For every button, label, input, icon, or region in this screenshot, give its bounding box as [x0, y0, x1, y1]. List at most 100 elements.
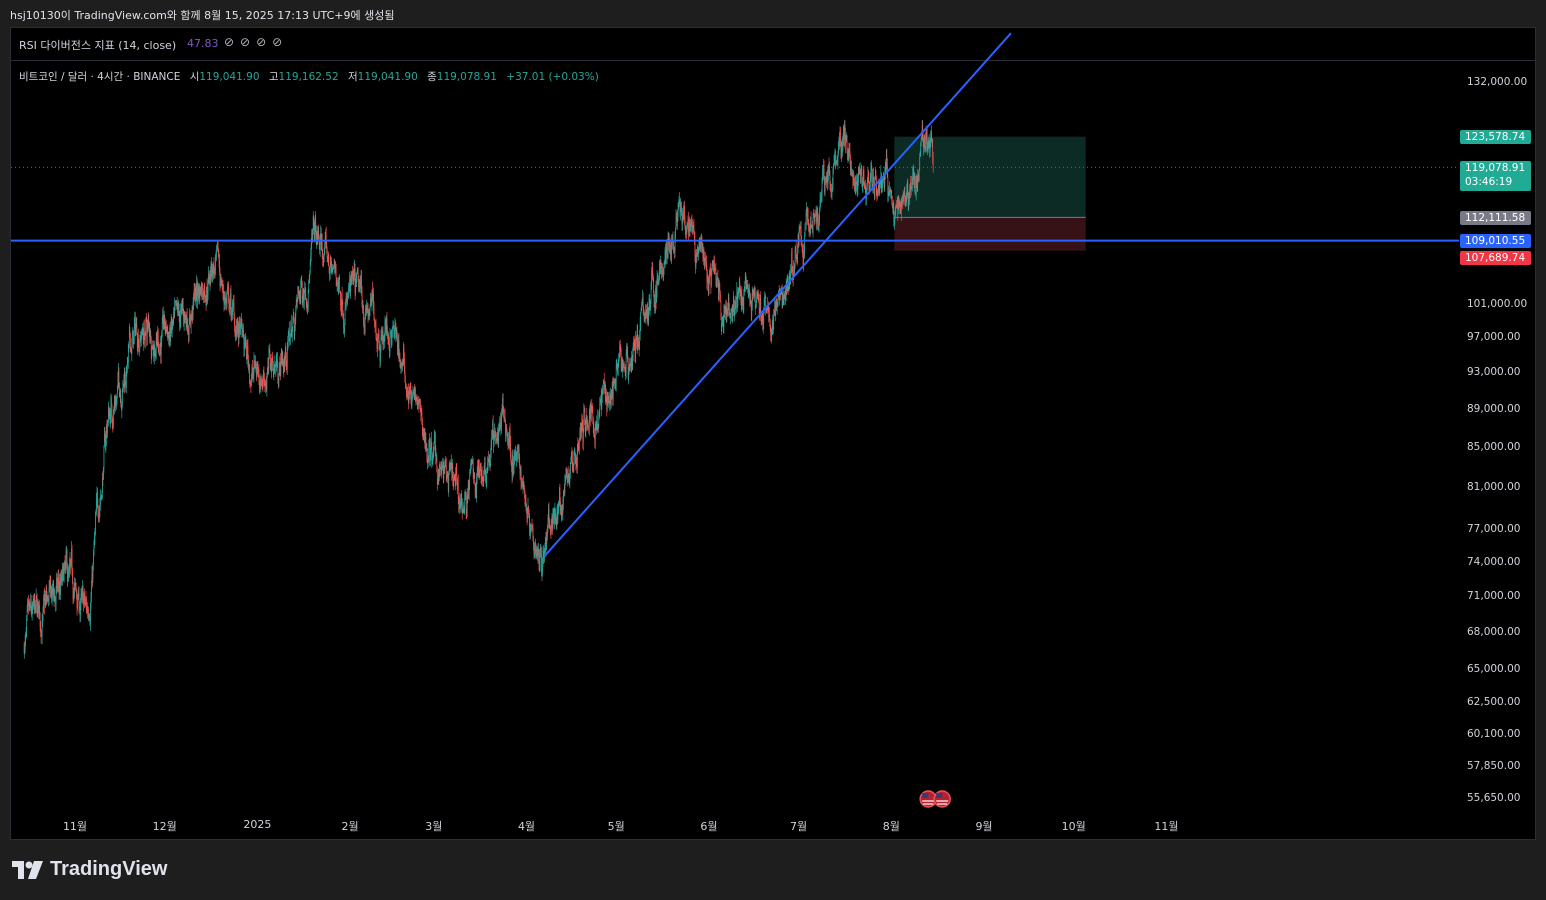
candle-body — [412, 395, 413, 400]
candle-body — [260, 380, 262, 389]
candle-body — [716, 285, 717, 287]
candle-body — [464, 498, 466, 507]
candle-body — [508, 440, 509, 446]
candle-body — [149, 333, 151, 338]
candle-body — [265, 384, 266, 387]
chart-frame[interactable]: RSI 다이버전스 지표 (14, close) 47.83 ⊘⊘⊘⊘ 비트코인… — [10, 27, 1536, 840]
candle-body — [516, 454, 518, 456]
candle-body — [423, 429, 425, 437]
candle-body — [275, 365, 277, 372]
candle-body — [909, 183, 911, 190]
candle-body — [528, 506, 529, 511]
candle-body — [254, 360, 255, 363]
candle-body — [711, 269, 713, 273]
candle-body — [670, 249, 672, 260]
candle-body — [272, 360, 274, 369]
price-chart[interactable] — [11, 28, 1535, 839]
candle-body — [364, 319, 366, 332]
candle-body — [453, 476, 455, 478]
indicator-name[interactable]: RSI 다이버전스 지표 (14, close) — [19, 39, 177, 52]
candle-body — [850, 158, 851, 171]
candle-body — [732, 310, 734, 317]
candle-body — [421, 412, 422, 415]
candle-body — [110, 416, 111, 423]
candle-body — [96, 501, 97, 513]
candle-body — [864, 183, 866, 187]
candle-body — [193, 293, 194, 303]
candle-body — [115, 403, 117, 406]
candle-body — [784, 292, 786, 297]
candle-body — [159, 352, 161, 355]
candle-body — [73, 593, 74, 600]
candle-body — [321, 240, 323, 252]
candle-body — [349, 278, 350, 288]
candle-body — [348, 288, 349, 292]
candle-body — [353, 269, 354, 282]
candle-body — [647, 309, 648, 320]
candle-body — [499, 426, 501, 428]
candle-body — [170, 329, 172, 340]
candle-body — [147, 319, 149, 326]
candle-body — [710, 273, 712, 286]
candle-body — [64, 561, 66, 569]
candle-body — [248, 364, 250, 368]
candle-body — [329, 271, 331, 278]
candle-body — [49, 575, 51, 587]
time-axis[interactable]: 11월 12월 2025 2월 3월 4월 5월 6월 7월 8월 9월 10월 11월 — [11, 818, 1441, 840]
time-axis-label: 10월 — [1061, 820, 1086, 833]
symbol-info[interactable]: 비트코인 / 달러 · 4시간 · BINANCE — [19, 71, 181, 83]
candle-body — [871, 168, 873, 187]
candle-body — [624, 367, 626, 369]
candle-body — [519, 466, 521, 475]
candle-body — [341, 294, 343, 303]
candle-body — [733, 308, 735, 316]
candle-body — [842, 138, 844, 145]
candle-body — [173, 312, 175, 316]
candle-body — [686, 229, 687, 233]
candle-body — [642, 297, 644, 308]
candle-body — [782, 295, 784, 299]
candle-body — [793, 267, 795, 272]
candle-body — [598, 419, 600, 427]
candle-body — [271, 355, 273, 372]
candle-body — [645, 311, 647, 313]
candle-body — [631, 355, 633, 367]
candle-body — [294, 327, 296, 336]
candle-body — [144, 331, 146, 342]
candle-body — [362, 305, 363, 309]
candle-body — [836, 160, 838, 165]
candle-body — [132, 330, 134, 345]
candle-body — [305, 295, 307, 299]
candle-body — [695, 254, 697, 266]
candle-body — [752, 292, 754, 298]
candle-body — [774, 305, 776, 316]
candle-body — [665, 250, 666, 264]
tradingview-logo[interactable]: TradingView — [12, 858, 167, 881]
candle-body — [342, 302, 343, 315]
candle-body — [618, 357, 620, 362]
candle-body — [214, 266, 216, 273]
candle-body — [567, 471, 568, 477]
candle-body — [464, 496, 466, 499]
candle-body — [443, 466, 445, 479]
candle-body — [87, 609, 89, 611]
candle-body — [420, 409, 422, 415]
candle-body — [914, 180, 916, 185]
candle-body — [195, 286, 197, 301]
candle-body — [541, 569, 543, 574]
candle-body — [236, 327, 238, 332]
candle-body — [897, 195, 899, 214]
candle-body — [621, 362, 623, 371]
candle-body — [649, 308, 651, 310]
candle-body — [208, 273, 210, 279]
candle-body — [416, 397, 417, 398]
candle-body — [37, 606, 38, 616]
candle-body — [629, 364, 631, 366]
candle-body — [827, 175, 828, 184]
candle-body — [180, 307, 182, 310]
candle-body — [402, 361, 404, 364]
candle-body — [123, 373, 125, 385]
candle-body — [181, 303, 183, 307]
candle-body — [694, 231, 695, 240]
candle-body — [161, 336, 163, 343]
